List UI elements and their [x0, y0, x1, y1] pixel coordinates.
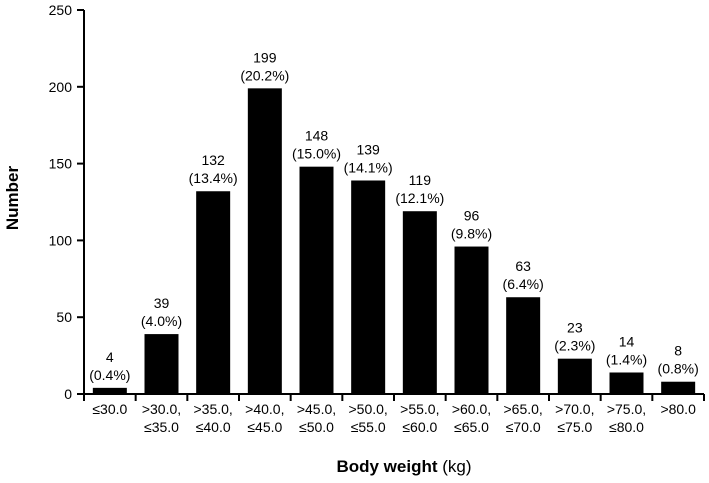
y-axis-title: Number — [3, 166, 22, 231]
bar — [402, 211, 437, 394]
y-tick-label: 50 — [56, 309, 72, 325]
bar-percent-label: (20.2%) — [240, 67, 289, 83]
x-tick-label: ≤40.0 — [196, 419, 231, 435]
x-tick-label: ≤30.0 — [92, 401, 127, 417]
x-tick-label: ≤70.0 — [506, 419, 541, 435]
bar — [506, 297, 541, 394]
x-tick-label: ≤45.0 — [247, 419, 282, 435]
x-tick-label: >35.0, — [194, 401, 233, 417]
bar-percent-label: (6.4%) — [503, 276, 544, 292]
bar-value-label: 199 — [253, 49, 277, 65]
x-tick-label: ≤50.0 — [299, 419, 334, 435]
bar-percent-label: (0.8%) — [658, 361, 699, 377]
x-tick-label: >80.0 — [660, 401, 696, 417]
x-tick-label: ≤60.0 — [402, 419, 437, 435]
bar-value-label: 63 — [515, 258, 531, 274]
bar-percent-label: (12.1%) — [395, 190, 444, 206]
bar-labels: 4(0.4%)39(4.0%)132(13.4%)199(20.2%)148(1… — [89, 49, 699, 383]
bar-value-label: 132 — [201, 152, 225, 168]
bar-percent-label: (0.4%) — [89, 367, 130, 383]
x-axis-title-unit: (kg) — [442, 457, 471, 476]
bar-value-label: 14 — [619, 333, 635, 349]
bar-percent-label: (9.8%) — [451, 226, 492, 242]
y-tick-label: 150 — [49, 156, 73, 172]
x-tick-label: >30.0, — [142, 401, 181, 417]
bar-value-label: 23 — [567, 320, 583, 336]
bar-percent-label: (15.0%) — [292, 146, 341, 162]
bar-value-label: 39 — [154, 295, 170, 311]
x-tick-label: ≤75.0 — [557, 419, 592, 435]
x-axis: ≤30.0 >30.0, ≤35.0 >35.0, ≤40.0 >40.0, ≤45.0 >4… — [83, 393, 705, 435]
y-tick-label: 0 — [64, 386, 72, 402]
bar-percent-label: (1.4%) — [606, 351, 647, 367]
x-tick-label: >45.0, — [297, 401, 336, 417]
bar — [661, 381, 696, 394]
x-tick-label: >60.0, — [452, 401, 491, 417]
bar — [196, 191, 231, 394]
x-axis-title-main: Body weight — [336, 457, 437, 476]
y-axis: 0 50 100 150 200 250 — [49, 2, 85, 402]
bar — [454, 246, 489, 394]
bar-percent-label: (2.3%) — [554, 338, 595, 354]
bar-percent-label: (14.1%) — [344, 159, 393, 175]
bar — [247, 88, 282, 394]
bar-value-label: 4 — [106, 349, 114, 365]
bar-value-label: 139 — [356, 141, 380, 157]
x-tick-label: ≤80.0 — [609, 419, 644, 435]
bar-percent-label: (13.4%) — [189, 170, 238, 186]
x-tick-label: ≤55.0 — [351, 419, 386, 435]
bar-percent-label: (4.0%) — [141, 313, 182, 329]
x-tick-label: ≤35.0 — [144, 419, 179, 435]
bar — [609, 372, 644, 394]
x-axis-title: Body weight (kg) — [336, 457, 471, 476]
bar — [92, 387, 127, 394]
x-tick-label: >40.0, — [245, 401, 284, 417]
bar — [351, 180, 386, 394]
y-tick-label: 250 — [49, 2, 73, 18]
bar-value-label: 96 — [464, 208, 480, 224]
bar — [557, 358, 592, 394]
bar-value-label: 148 — [305, 128, 329, 144]
x-tick-label: >55.0, — [400, 401, 439, 417]
bar-value-label: 119 — [409, 172, 432, 188]
y-tick-label: 100 — [49, 232, 73, 248]
bars — [92, 88, 696, 394]
x-tick-label: >75.0, — [607, 401, 646, 417]
bar-value-label: 8 — [674, 343, 682, 359]
bar — [299, 166, 334, 394]
x-tick-label: ≤65.0 — [454, 419, 489, 435]
x-tick-label: >65.0, — [504, 401, 543, 417]
x-tick-label: >50.0, — [349, 401, 388, 417]
y-tick-label: 200 — [49, 79, 73, 95]
x-tick-label: >70.0, — [555, 401, 594, 417]
bar — [144, 334, 179, 394]
